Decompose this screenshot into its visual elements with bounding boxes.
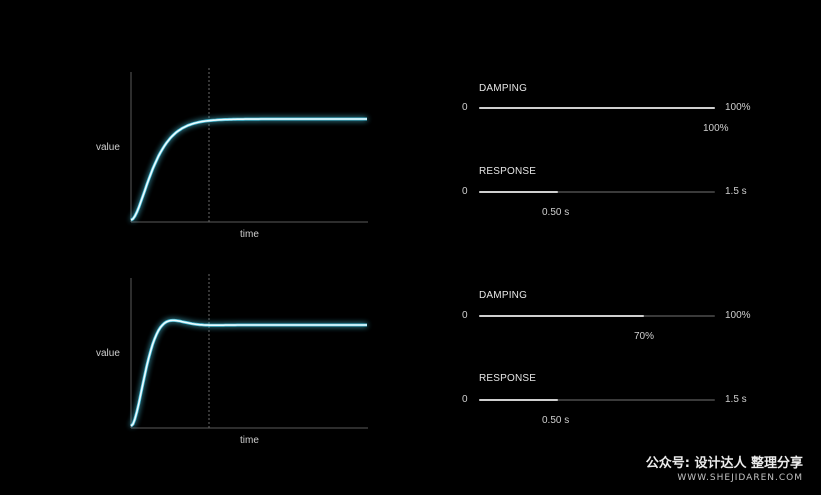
response-min-label: 0: [462, 394, 468, 405]
y-axis-label: value: [96, 142, 120, 153]
response-title: RESPONSE: [479, 166, 537, 177]
damping-max-label: 100%: [725, 310, 751, 321]
damping-value-label: 70%: [634, 331, 655, 342]
damping-slider-fill: [479, 107, 715, 109]
damping-title: DAMPING: [479, 83, 528, 94]
graph-critically-damped: [130, 68, 368, 223]
spring-curve-core: [130, 319, 367, 427]
watermark-line-2: WWW.SHEJIDAREN.COM: [677, 473, 803, 483]
response-title: RESPONSE: [479, 373, 537, 384]
spring-curve-core: [130, 118, 367, 221]
response-value-label: 0.50 s: [542, 415, 570, 426]
x-axis-label: time: [240, 435, 259, 446]
damping-title: DAMPING: [479, 290, 528, 301]
watermark: 公众号: 设计达人 整理分享 WWW.SHEJIDAREN.COM: [646, 452, 803, 483]
spring-curve: [129, 318, 367, 428]
damping-slider-fill: [479, 315, 645, 317]
y-axis-label: value: [96, 348, 120, 359]
damping-max-label: 100%: [725, 102, 751, 113]
x-axis-label: time: [240, 229, 259, 240]
response-slider[interactable]: [479, 191, 715, 193]
response-max-label: 1.5 s: [725, 186, 747, 197]
spring-curve: [130, 117, 367, 222]
damping-value-label: 100%: [703, 123, 729, 134]
response-min-label: 0: [462, 186, 468, 197]
damping-min-label: 0: [462, 310, 468, 321]
response-max-label: 1.5 s: [725, 394, 747, 405]
response-slider-fill: [479, 399, 558, 401]
graph-underdamped: [129, 274, 368, 429]
response-slider-fill: [479, 191, 558, 193]
damping-min-label: 0: [462, 102, 468, 113]
response-value-label: 0.50 s: [542, 207, 570, 218]
response-slider[interactable]: [479, 399, 715, 401]
damping-slider[interactable]: [479, 315, 715, 317]
watermark-line-1: 公众号: 设计达人 整理分享: [645, 456, 803, 471]
damping-slider[interactable]: [479, 107, 715, 109]
